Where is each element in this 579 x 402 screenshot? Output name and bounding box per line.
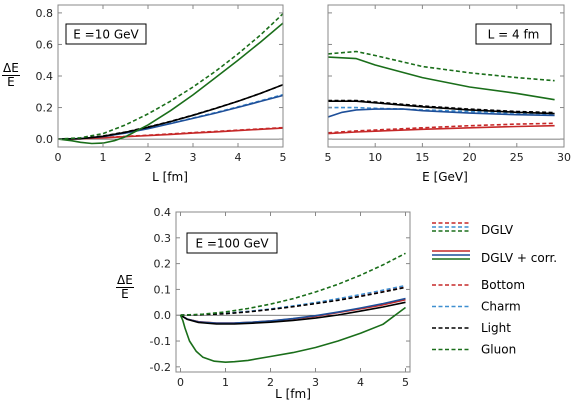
- series-line-light-corr: [328, 100, 555, 115]
- annotation-label: L = 4 fm: [488, 28, 540, 42]
- y-tick-label: 0.2: [154, 258, 172, 271]
- x-tick-label: 20: [463, 151, 477, 164]
- ylabel-numerator: ΔE: [116, 273, 134, 288]
- series-line-bottom-dglv: [328, 122, 555, 134]
- x-tick-label: 5: [280, 151, 287, 164]
- series-line-bottom-corr: [180, 298, 406, 324]
- y-tick-label: 0.4: [154, 206, 172, 219]
- ylabel-denominator: E: [7, 75, 15, 89]
- series-line-bottom-corr: [58, 127, 283, 140]
- series-line-light-corr: [58, 83, 283, 140]
- top-right-series-group: [328, 50, 555, 135]
- x-tick-label: 1: [100, 151, 107, 164]
- annotation-box: [186, 232, 278, 254]
- bottom-series-group: [179, 252, 406, 364]
- x-axis-label: E [GeV]: [422, 170, 468, 184]
- x-tick-label: 4: [235, 151, 242, 164]
- x-tick-label: 30: [557, 151, 571, 164]
- x-axis-label: L [fm]: [275, 387, 311, 401]
- series-line-gluon-corr: [328, 56, 555, 101]
- annotation-box: [65, 23, 147, 45]
- y-tick-label: 0.6: [36, 38, 54, 51]
- x-tick-label: 15: [415, 151, 429, 164]
- top-right-panel: 5 10 15 20 25 30 E [GeV] L = 4 fm: [325, 4, 571, 184]
- series-line-light-dglv: [180, 286, 406, 316]
- legend-label-charm: Charm: [481, 300, 521, 314]
- series-line-gluon-dglv: [180, 252, 406, 316]
- series-line-light-dglv: [58, 83, 283, 140]
- y-tick-label: 0.8: [36, 7, 54, 20]
- series-line-gluon-dglv: [58, 13, 283, 140]
- y-tick-label: 0.0: [36, 133, 54, 146]
- x-tick-label: 5: [402, 376, 409, 389]
- x-tick-label: 10: [368, 151, 382, 164]
- top-left-panel: 0 1 2 3 4 5 0.0 0.2 0.4 0.6 0.8 L [fm] E =10 GeV: [36, 4, 287, 184]
- x-tick-label: 25: [510, 151, 524, 164]
- x-tick-label: 2: [267, 376, 274, 389]
- series-line-bottom-dglv: [180, 286, 406, 316]
- bottom-ylabel: ΔE E: [116, 274, 134, 301]
- x-tick-label: 3: [190, 151, 197, 164]
- x-tick-label: 2: [145, 151, 152, 164]
- legend-label-dglv: DGLV: [481, 223, 514, 237]
- x-tick-label: 1: [222, 376, 229, 389]
- top-left-series-group: [58, 13, 283, 145]
- series-line-light-corr: [180, 301, 406, 325]
- y-tick-label: -0.1: [150, 335, 171, 348]
- annotation-label: E =10 GeV: [73, 28, 139, 42]
- x-axis-label: L [fm]: [152, 170, 188, 184]
- y-tick-label: 0.4: [36, 70, 54, 83]
- y-tick-label: -0.2: [150, 361, 171, 374]
- x-tick-label: 4: [357, 376, 364, 389]
- legend: DGLV DGLV + corr. Bottom Charm Light Gluon: [432, 222, 557, 357]
- x-tick-label: 0: [55, 151, 62, 164]
- legend-label-corr: DGLV + corr.: [481, 251, 557, 265]
- y-tick-label: 0.1: [154, 283, 172, 296]
- ylabel-numerator: ΔE: [2, 61, 20, 76]
- series-line-bottom-corr: [328, 124, 555, 135]
- series-line-charm-corr: [328, 108, 555, 118]
- y-tick-label: 0.2: [36, 102, 54, 115]
- top-left-ylabel: ΔE E: [2, 62, 20, 89]
- bottom-panel: 0 1 2 3 4 5 -0.2 -0.1 0.0 0.1 0.2 0.3 0.4 L [fm] E =10…: [150, 206, 411, 401]
- series-line-gluon-dglv: [328, 50, 555, 82]
- legend-label-light: Light: [481, 321, 511, 335]
- series-line-gluon-corr: [179, 306, 406, 364]
- x-tick-label: 5: [325, 151, 332, 164]
- bottom-plot-frame: [175, 211, 411, 373]
- y-tick-label: 0.0: [154, 309, 172, 322]
- y-tick-label: 0.3: [154, 232, 172, 245]
- legend-label-bottom: Bottom: [481, 278, 525, 292]
- series-line-gluon-corr: [58, 22, 283, 145]
- annotation-label: E =100 GeV: [195, 237, 269, 251]
- ylabel-denominator: E: [121, 287, 129, 301]
- legend-label-gluon: Gluon: [481, 343, 516, 357]
- series-line-charm-dglv: [180, 284, 406, 316]
- x-tick-label: 3: [312, 376, 319, 389]
- x-tick-label: 0: [177, 376, 184, 389]
- annotation-box: [475, 23, 552, 45]
